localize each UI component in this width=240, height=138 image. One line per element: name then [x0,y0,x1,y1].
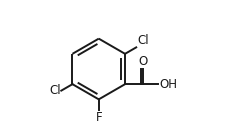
Text: Cl: Cl [49,84,60,97]
Text: OH: OH [159,78,177,91]
Text: F: F [96,111,102,124]
Text: Cl: Cl [137,34,149,47]
Text: O: O [139,55,148,68]
